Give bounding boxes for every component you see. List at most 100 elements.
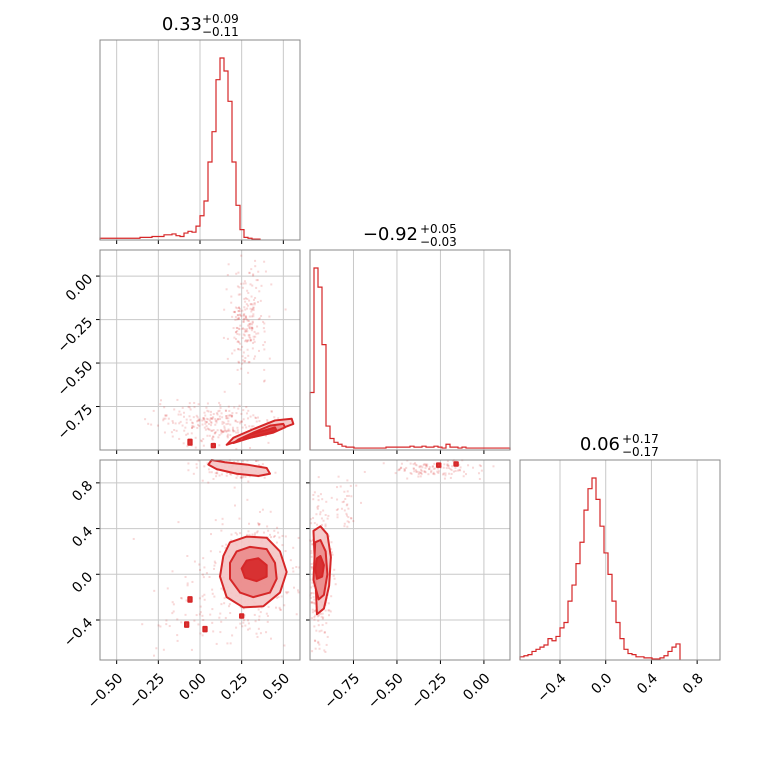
sample-point: [235, 447, 238, 450]
sample-point: [193, 560, 196, 563]
sample-point: [424, 467, 427, 470]
sample-point: [219, 406, 222, 409]
sample-point: [316, 507, 319, 510]
sample-point: [318, 647, 321, 650]
sample-point: [246, 459, 249, 462]
sample-point: [199, 632, 202, 635]
sample-point: [432, 467, 435, 470]
sample-point: [236, 332, 239, 335]
contour-level-3: [240, 557, 268, 583]
sample-point: [225, 417, 228, 420]
sample-point: [223, 421, 226, 424]
sample-point: [225, 543, 228, 546]
sample-point: [325, 622, 328, 625]
sample-point: [238, 517, 241, 520]
sample-point: [311, 567, 314, 570]
sample-point: [242, 313, 245, 316]
sample-point: [420, 469, 423, 472]
sample-point: [197, 419, 200, 422]
sample-point: [270, 536, 273, 539]
sample-point: [182, 442, 185, 445]
sample-point: [237, 327, 240, 330]
panel-1-1: [309, 249, 511, 451]
sample-point: [258, 523, 261, 526]
title-value: 0.06: [580, 434, 620, 455]
sample-point: [310, 601, 313, 604]
sample-point: [240, 420, 243, 423]
sample-point: [198, 613, 201, 616]
sample-point: [188, 406, 191, 409]
sample-point: [257, 270, 260, 273]
sample-point: [207, 428, 210, 431]
sample-point: [238, 307, 241, 310]
sample-point: [275, 596, 278, 599]
sample-point: [227, 263, 230, 266]
sample-point: [236, 340, 239, 343]
sample-point: [459, 466, 462, 469]
sample-point: [244, 356, 247, 359]
sample-point: [245, 315, 248, 318]
sample-point: [250, 315, 253, 318]
sample-point: [226, 435, 229, 438]
sample-point: [243, 280, 246, 283]
sample-point: [219, 404, 222, 407]
sample-point: [256, 301, 259, 304]
sample-point: [344, 498, 347, 501]
sample-point: [228, 605, 231, 608]
sample-point: [218, 434, 221, 437]
sample-point: [243, 619, 246, 622]
sample-point: [199, 568, 202, 571]
sample-point: [253, 534, 256, 537]
sample-point: [256, 530, 259, 533]
sample-point: [196, 420, 199, 423]
sample-point: [246, 339, 249, 342]
sample-point: [211, 621, 214, 624]
sample-point: [171, 601, 174, 604]
sample-point: [246, 297, 249, 300]
sample-point: [225, 417, 228, 420]
sample-point: [330, 595, 333, 598]
sample-point: [315, 513, 318, 516]
sample-point: [268, 357, 271, 360]
sample-point: [202, 418, 205, 421]
sample-point: [242, 314, 245, 317]
sample-point: [212, 567, 215, 570]
sample-point: [245, 303, 248, 306]
sample-point: [182, 411, 185, 414]
sample-point: [201, 634, 204, 637]
panel-frame: [309, 459, 511, 661]
sample-point: [202, 444, 205, 447]
sample-point: [228, 409, 231, 412]
sample-point: [147, 422, 150, 425]
sample-point: [193, 425, 196, 428]
sample-point: [221, 420, 224, 423]
sample-point: [406, 477, 409, 480]
sample-point: [212, 477, 215, 480]
sample-point: [312, 592, 315, 595]
sample-point: [310, 591, 313, 594]
sample-point: [237, 306, 240, 309]
sample-point: [237, 271, 240, 274]
histogram-param-1: [309, 267, 511, 450]
sample-point: [324, 609, 327, 612]
sample-point: [249, 303, 252, 306]
sample-point: [258, 615, 261, 618]
sample-point: [248, 327, 251, 330]
sample-point: [419, 475, 422, 478]
sample-point: [418, 466, 421, 469]
sample-point: [226, 472, 229, 475]
sample-point: [218, 616, 221, 619]
sample-point: [317, 476, 320, 479]
sample-point: [141, 623, 144, 626]
sample-point: [418, 465, 421, 468]
sample-point: [238, 286, 241, 289]
sample-point: [313, 616, 316, 619]
sample-point: [248, 271, 251, 274]
sample-point: [236, 426, 239, 429]
sample-point: [257, 627, 260, 630]
sample-point: [260, 606, 263, 609]
sample-point: [246, 324, 249, 327]
sample-point: [234, 315, 237, 318]
sample-point: [209, 613, 212, 616]
sample-point: [229, 423, 232, 426]
